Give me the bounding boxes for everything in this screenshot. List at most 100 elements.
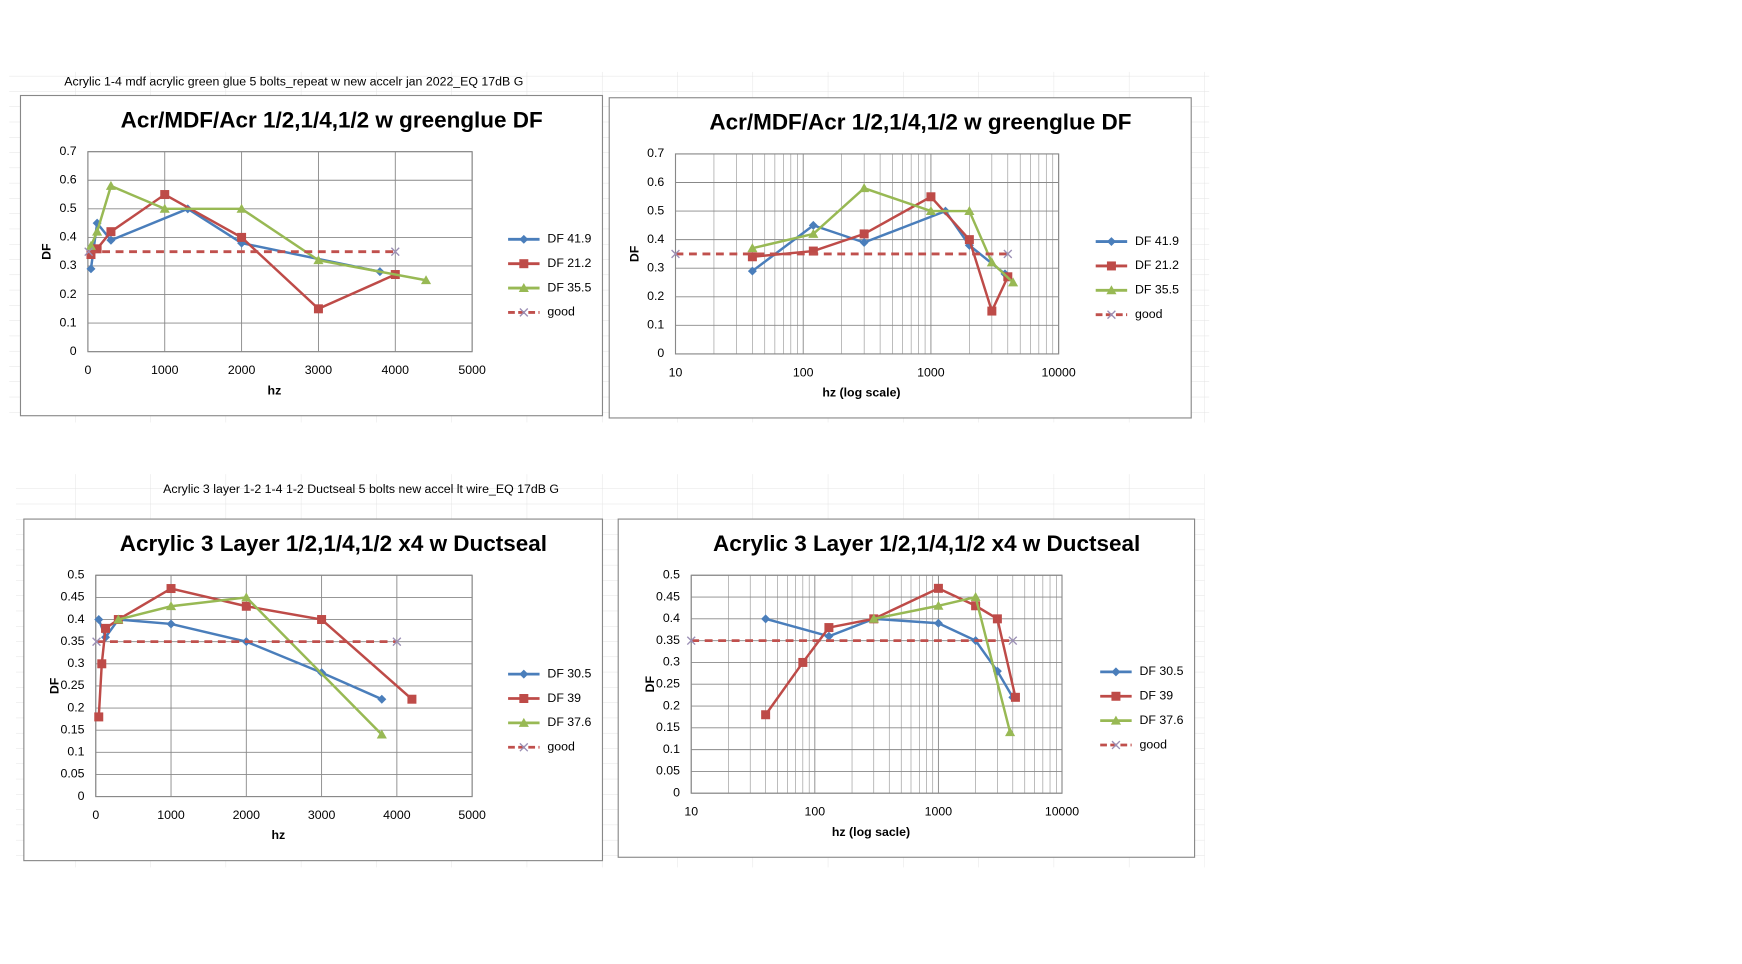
y-tick-label: 0.3 [59, 258, 76, 272]
legend-label: DF 35.5 [1135, 283, 1179, 297]
y-tick-label: 0.2 [663, 698, 680, 712]
marker [1106, 261, 1116, 271]
y-tick-label: 0.6 [647, 175, 664, 189]
marker [160, 190, 170, 200]
y-tick-label: 0.7 [647, 146, 664, 160]
x-axis-label: hz [271, 828, 285, 842]
x-tick-label: 5000 [458, 808, 486, 822]
cell-caption: Acrylic 3 layer 1-2 1-4 1-2 Ductseal 5 b… [163, 482, 559, 496]
legend-label: DF 41.9 [1135, 234, 1179, 248]
plot-area [690, 574, 1063, 794]
x-tick-label: 1000 [157, 808, 185, 822]
marker [1106, 237, 1116, 247]
y-axis-label: DF [40, 243, 54, 260]
marker [808, 228, 819, 238]
x-tick-label: 3000 [308, 808, 336, 822]
marker [1003, 249, 1013, 259]
marker [518, 283, 529, 293]
y-axis-label: DF [643, 676, 657, 693]
marker [159, 203, 170, 213]
marker [106, 227, 116, 237]
marker [519, 694, 529, 704]
chart-title: Acrylic 3 Layer 1/2,1/4,1/2 x4 w Ductsea… [713, 531, 1140, 556]
y-tick-label: 0.25 [656, 677, 680, 691]
series-line [873, 595, 1012, 733]
y-tick-label: 0 [673, 785, 680, 799]
marker [1106, 285, 1117, 295]
marker [420, 275, 432, 285]
marker [1107, 310, 1116, 320]
legend-label: DF 35.5 [547, 280, 591, 294]
series-line [751, 209, 1006, 275]
marker [101, 623, 111, 633]
y-tick-label: 0.15 [60, 722, 84, 736]
marker [964, 235, 974, 245]
marker [313, 304, 323, 314]
y-tick-label: 0.6 [59, 173, 76, 187]
legend-label: DF 39 [547, 691, 581, 705]
chart: Acr/MDF/Acr 1/2,1/4,1/2 w greenglue DF 0 0… [608, 97, 1192, 419]
x-tick-label: 2000 [228, 363, 256, 377]
chart-title: Acrylic 3 Layer 1/2,1/4,1/2 x4 w Ductsea… [120, 531, 547, 556]
x-tick-label: 1000 [917, 365, 945, 379]
marker [1110, 715, 1121, 725]
marker [747, 243, 758, 253]
marker [166, 619, 176, 629]
legend-label: DF 30.5 [547, 666, 591, 680]
legend-label: DF 39 [1140, 689, 1174, 703]
chart-title: Acr/MDF/Acr 1/2,1/4,1/2 w greenglue DF [709, 110, 1131, 135]
marker [84, 247, 94, 257]
marker [859, 229, 869, 239]
y-tick-label: 0.35 [60, 634, 84, 648]
y-tick-label: 0.2 [67, 700, 84, 714]
chart-frame [608, 97, 1192, 419]
chart-frame [23, 518, 604, 862]
marker [241, 592, 252, 602]
y-tick-label: 0.3 [663, 655, 680, 669]
marker [392, 637, 402, 647]
marker [933, 583, 943, 593]
y-tick-label: 0.2 [59, 287, 76, 301]
y-tick-label: 0 [78, 789, 85, 803]
y-tick-label: 0.45 [60, 590, 84, 604]
marker [686, 636, 696, 646]
x-tick-label: 10000 [1045, 805, 1079, 819]
y-tick-label: 0.3 [647, 260, 664, 274]
marker [97, 659, 107, 669]
y-tick-label: 0.2 [647, 289, 664, 303]
cell-caption: Acrylic 1-4 mdf acrylic green glue 5 bol… [64, 74, 523, 88]
x-tick-label: 4000 [383, 808, 411, 822]
legend-label: DF 30.5 [1140, 664, 1184, 678]
y-tick-label: 0.05 [60, 767, 84, 781]
marker [970, 591, 981, 601]
marker [747, 252, 757, 262]
legend-label: good [1140, 737, 1168, 751]
x-tick-label: 4000 [382, 363, 410, 377]
marker [390, 247, 400, 257]
marker [992, 614, 1002, 624]
marker [798, 657, 808, 667]
x-tick-label: 10 [669, 365, 683, 379]
marker [376, 729, 387, 739]
marker [964, 206, 975, 215]
legend-label: good [547, 740, 575, 754]
y-axis-label: DF [48, 677, 62, 694]
legend-label: DF 37.6 [1140, 713, 1184, 727]
marker [407, 694, 417, 704]
y-tick-label: 0.15 [656, 720, 680, 734]
chart: Acrylic 3 Layer 1/2,1/4,1/2 x4 w Ductsea… [617, 518, 1196, 858]
y-tick-label: 0.05 [656, 764, 680, 778]
x-tick-label: 0 [92, 808, 99, 822]
marker [165, 601, 177, 611]
y-axis-label: DF [627, 245, 641, 262]
marker [94, 615, 104, 625]
y-tick-label: 0.4 [59, 230, 76, 244]
y-tick-label: 0.45 [656, 589, 680, 603]
marker [86, 264, 96, 274]
x-tick-label: 100 [793, 365, 814, 379]
chart-title: Acr/MDF/Acr 1/2,1/4,1/2 w greenglue DF [121, 107, 543, 132]
marker [1111, 740, 1121, 750]
y-tick-label: 0.1 [59, 315, 76, 329]
y-tick-label: 0.5 [59, 201, 76, 215]
marker [761, 710, 771, 720]
